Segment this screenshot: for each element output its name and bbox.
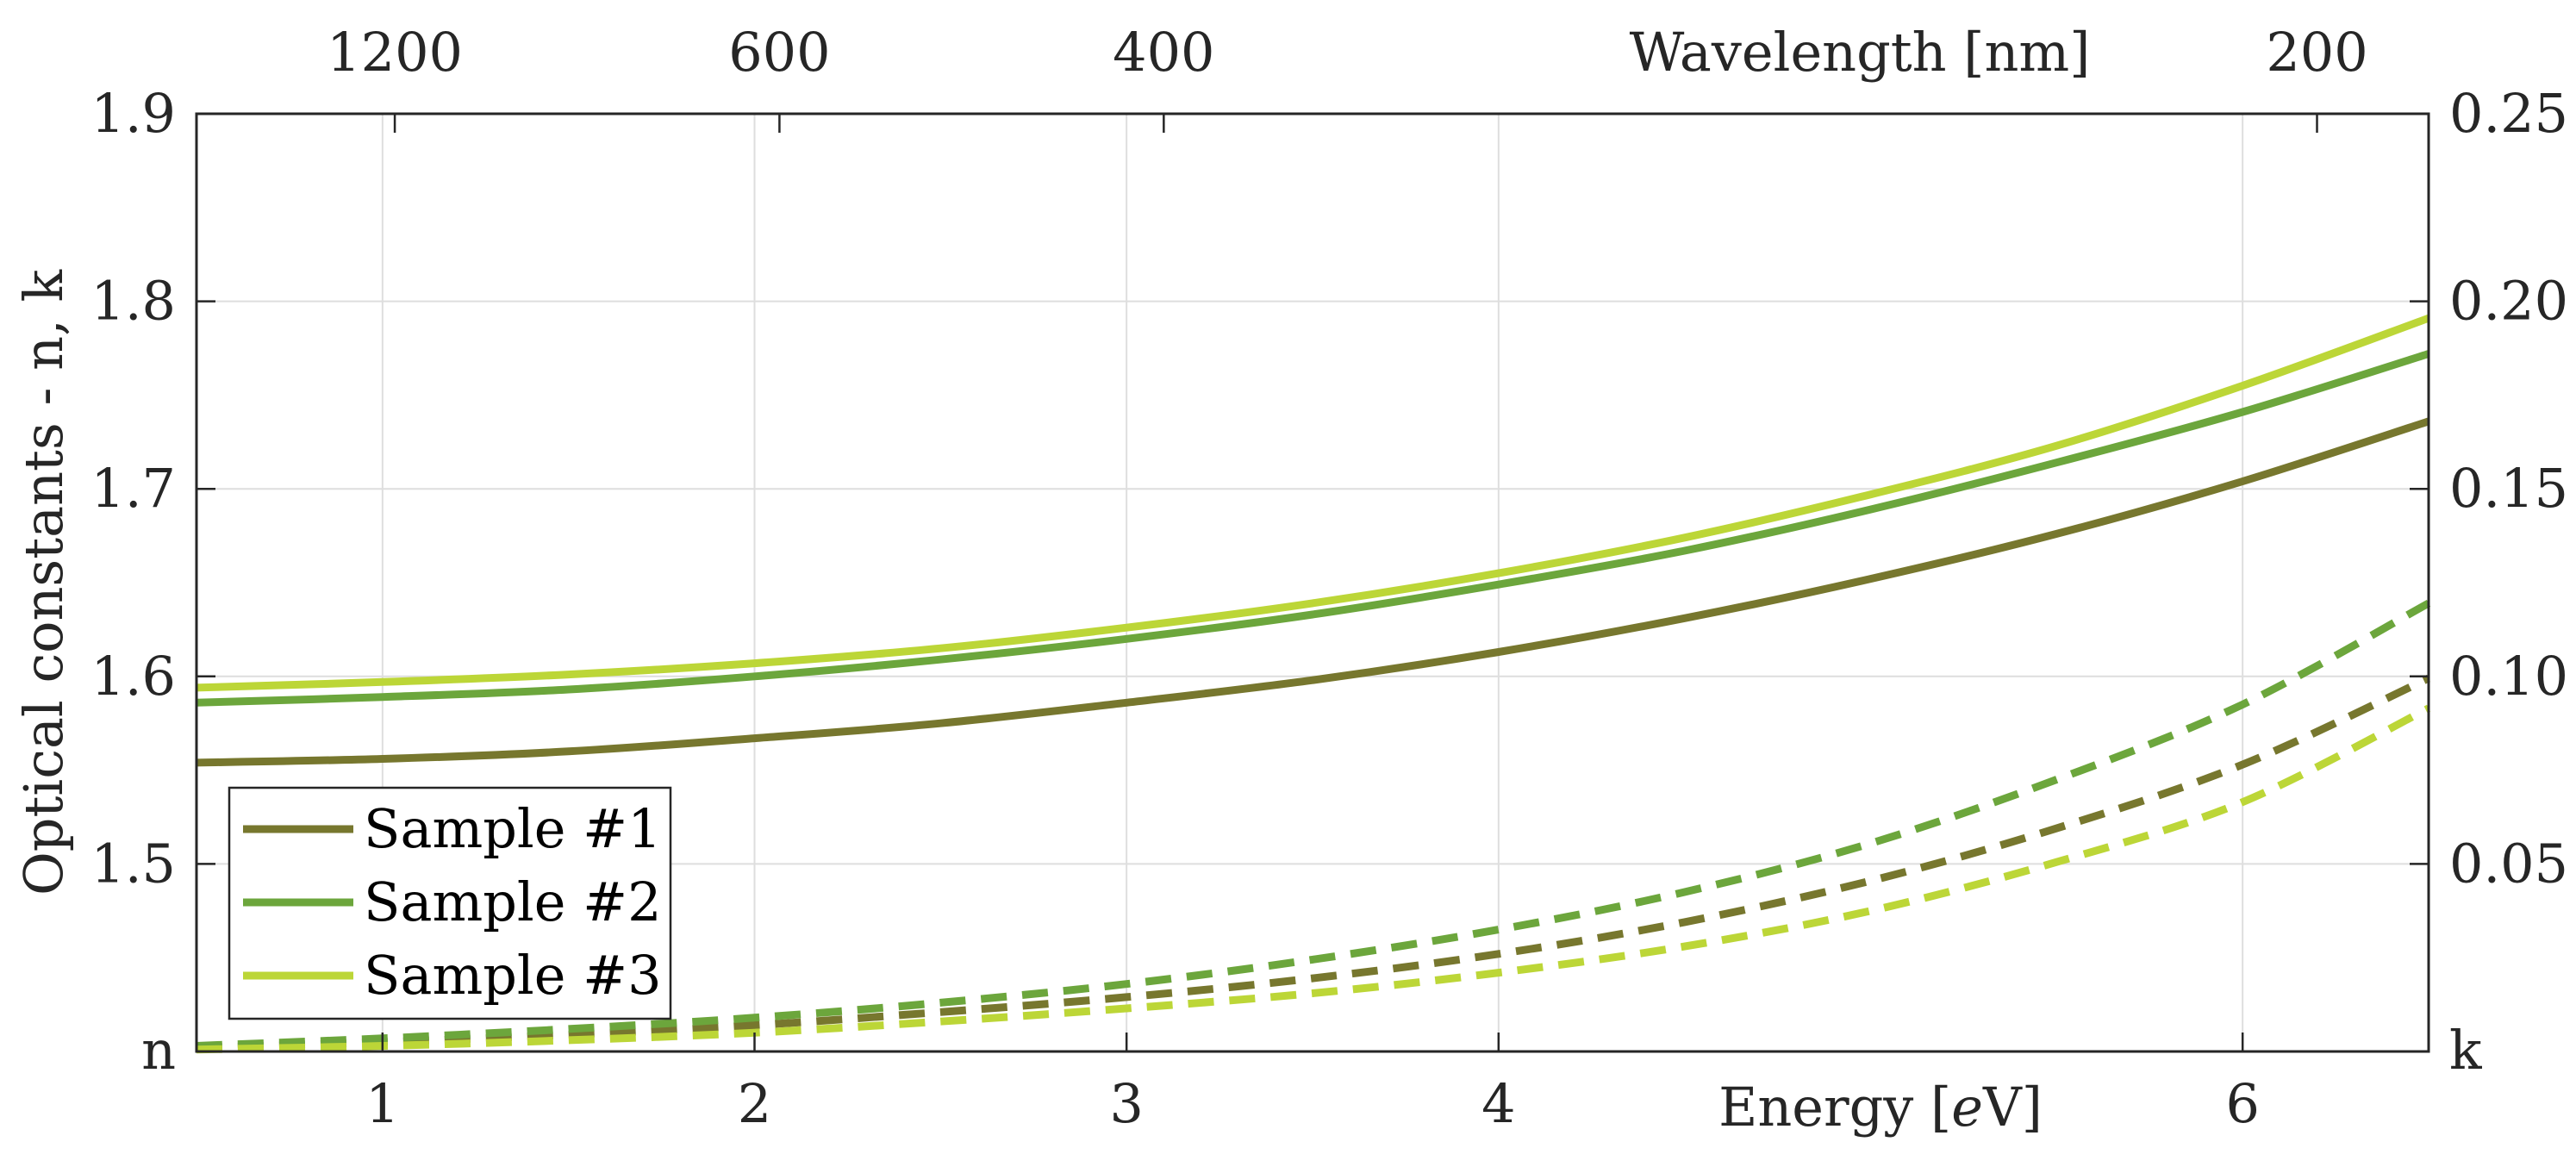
right-tick-label-0.1: 0.10 — [2449, 645, 2568, 708]
top-tick-label-600: 600 — [728, 21, 830, 84]
right-tick-label-0.15: 0.15 — [2449, 457, 2568, 520]
right-axis-bottom-label: k — [2449, 1019, 2482, 1082]
x-tick-label-4: 4 — [1481, 1072, 1515, 1135]
right-tick-label-0.05: 0.05 — [2449, 832, 2568, 895]
top-tick-label-400: 400 — [1113, 21, 1214, 84]
x-tick-label-3: 3 — [1109, 1072, 1143, 1135]
top-tick-label-1200: 1200 — [327, 21, 463, 84]
left-tick-label-1.8: 1.8 — [90, 270, 176, 333]
top-axis-title: Wavelength [nm] — [1630, 21, 2091, 84]
y-axis-title: Optical constants - n, k — [12, 270, 75, 896]
left-tick-label-1.6: 1.6 — [90, 645, 176, 708]
x-axis-title: Energy [eV] — [1718, 1076, 2043, 1139]
left-axis-bottom-label: n — [141, 1019, 176, 1082]
left-tick-label-1.7: 1.7 — [90, 457, 176, 520]
x-tick-label-2: 2 — [738, 1072, 771, 1135]
series-n-line-sample-2 — [196, 350, 2430, 707]
left-tick-label-1.9: 1.9 — [90, 82, 176, 145]
right-tick-label-0.2: 0.20 — [2449, 270, 2568, 333]
top-tick-label-200: 200 — [2266, 21, 2367, 84]
series-k-line-sample-3 — [196, 704, 2431, 1054]
x-tick-label-6: 6 — [2225, 1072, 2259, 1135]
legend-label-sample-3: Sample #3 — [364, 944, 662, 1007]
series-k-line-sample-2 — [196, 599, 2431, 1050]
series-k-line-sample-1 — [196, 674, 2430, 1052]
series-lines — [196, 314, 2431, 1054]
right-tick-label-0.25: 0.25 — [2449, 82, 2568, 145]
series-n-line-sample-1 — [196, 417, 2430, 767]
left-tick-label-1.5: 1.5 — [90, 832, 176, 895]
series-n-line-sample-3 — [196, 314, 2430, 692]
legend-label-sample-2: Sample #2 — [364, 870, 662, 933]
legend: Sample #1 Sample #2 Sample #3 — [228, 786, 672, 1020]
legend-label-sample-1: Sample #1 — [364, 797, 662, 860]
axis-ticks: 1 2 3 4 6 1200 600 400 200 1.5 1.6 1.7 1.8 1.9 0.05 0.1… — [90, 21, 2568, 1135]
x-tick-label-1: 1 — [365, 1072, 399, 1135]
plot-frame — [195, 112, 2430, 1053]
